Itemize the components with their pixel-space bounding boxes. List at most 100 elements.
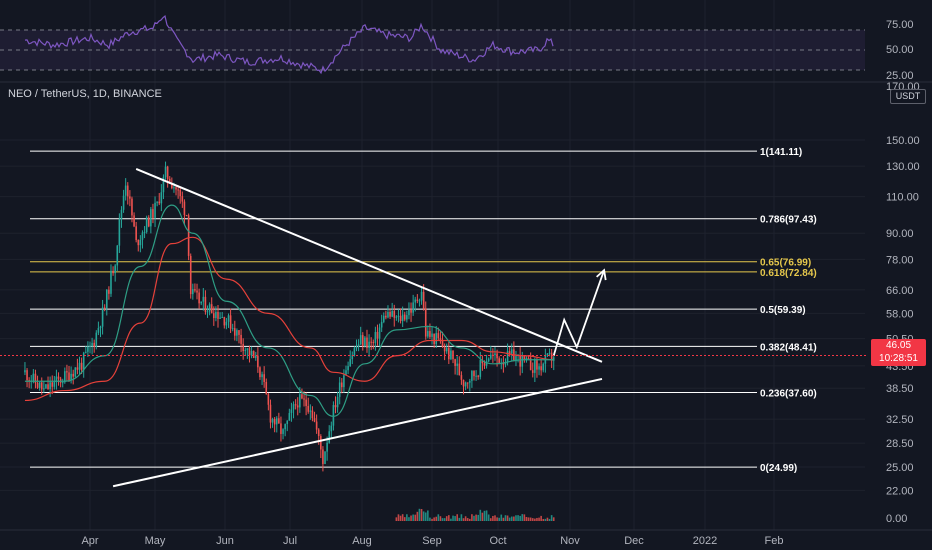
gridlines: [0, 0, 865, 530]
candle: [162, 174, 165, 200]
candle-body: [61, 382, 64, 384]
volume-bar: [466, 518, 469, 521]
candle: [502, 355, 505, 373]
candle-body: [332, 405, 335, 426]
candle: [290, 402, 293, 422]
candle-body: [198, 292, 200, 304]
candle: [378, 323, 381, 347]
volume-bar: [471, 514, 473, 521]
candle-body: [200, 301, 203, 304]
candle-body: [150, 209, 152, 227]
candle: [389, 308, 391, 319]
time-axis-tick: Dec: [624, 535, 644, 547]
candle: [393, 304, 396, 327]
candle-body: [229, 315, 232, 329]
volume-bar: [496, 517, 498, 521]
candle-body: [311, 410, 314, 419]
candle-body: [91, 342, 93, 346]
candle-body: [341, 382, 343, 388]
candle-body: [221, 316, 223, 318]
candle-body: [439, 338, 442, 341]
candle: [254, 351, 257, 361]
candle: [380, 314, 383, 332]
price-axis-tick: 22.00: [886, 485, 914, 497]
candle: [546, 353, 549, 357]
candle-body: [448, 347, 450, 360]
candle-body: [385, 315, 387, 318]
candle: [326, 436, 328, 461]
price-axis-tick: 110.00: [886, 192, 919, 204]
candle: [87, 341, 89, 358]
candle-body: [57, 376, 60, 379]
candle: [382, 312, 385, 324]
candle-body: [460, 375, 463, 380]
volume-bar: [483, 510, 486, 521]
candle: [189, 253, 192, 299]
candle: [154, 196, 156, 227]
price-axis-tick: 78.00: [886, 254, 914, 266]
volume-bar: [475, 514, 477, 521]
candle-body: [267, 394, 270, 405]
candle: [221, 311, 223, 318]
candle: [213, 306, 215, 326]
candle: [122, 189, 125, 213]
candle-body: [452, 350, 454, 360]
candle-body: [99, 326, 102, 329]
candle-body: [87, 346, 89, 352]
candle-body: [441, 340, 444, 347]
candle-body: [485, 361, 488, 366]
volume-bar: [529, 517, 532, 521]
candle-body: [320, 436, 322, 450]
candle: [311, 406, 314, 422]
currency-badge[interactable]: USDT: [890, 89, 926, 104]
volume-bar: [552, 517, 555, 521]
candle-body: [160, 192, 163, 204]
candle-body: [364, 337, 366, 346]
candle-body: [112, 270, 114, 274]
candle: [116, 244, 119, 271]
candle: [160, 184, 163, 212]
volume-bar: [448, 515, 450, 521]
candle-body: [189, 255, 192, 295]
candle-body: [523, 355, 526, 360]
candle-body: [380, 321, 383, 328]
candle-body: [103, 307, 106, 309]
candle: [401, 306, 404, 328]
candle-body: [391, 311, 393, 317]
candle: [515, 350, 517, 367]
candle-body: [357, 344, 360, 347]
volume-bar: [443, 518, 446, 521]
candle-body: [309, 410, 312, 412]
candle-body: [368, 341, 370, 348]
candle: [143, 226, 146, 239]
candle: [292, 401, 295, 419]
candle-body: [49, 382, 51, 390]
candle-body: [24, 370, 26, 373]
time-axis-tick: Sep: [422, 535, 442, 547]
candle-body: [45, 384, 47, 389]
lower-trendline: [112, 377, 603, 488]
candle-body: [97, 328, 100, 333]
candle: [435, 325, 438, 348]
volume-bar: [454, 516, 456, 521]
volume-bar: [410, 515, 412, 521]
volume-bar: [422, 511, 425, 521]
candle-body: [80, 362, 83, 370]
rsi-axis-tick: 50.00: [886, 44, 914, 56]
volume-bar: [435, 516, 438, 521]
volume-bar: [458, 517, 461, 521]
volume-bar: [460, 514, 463, 521]
candle-body: [330, 425, 333, 432]
candle: [273, 417, 276, 433]
volume-bar: [418, 508, 421, 521]
candle-body: [359, 335, 362, 345]
volume-bar: [513, 516, 515, 521]
candle: [192, 283, 194, 300]
candle-body: [536, 360, 538, 370]
candle: [284, 423, 286, 437]
candle-body: [433, 333, 435, 345]
candle-body: [322, 449, 324, 464]
volume-bar: [500, 514, 503, 521]
candle: [540, 359, 542, 376]
